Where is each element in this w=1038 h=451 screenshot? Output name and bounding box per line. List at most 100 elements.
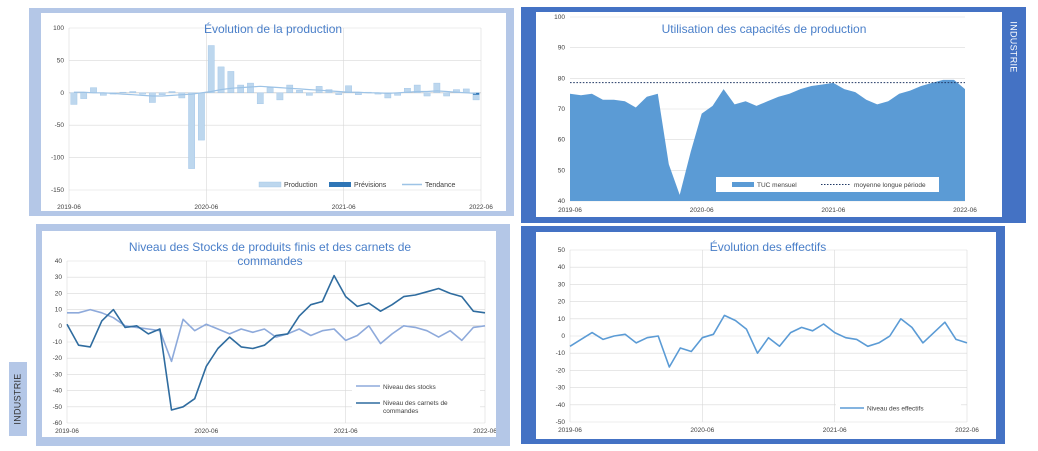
legend-label-tendance: Tendance	[425, 182, 455, 189]
y-tick-label: 50	[57, 57, 65, 64]
effectifs-chart: -50 -40 -30 -20 -10 0 10 20 30 40 50 2019-06 2020-06…	[556, 239, 980, 434]
production-bar	[207, 45, 215, 93]
legend-label-previsions: Prévisions	[354, 182, 387, 189]
x-tick-label: 2020-06	[194, 204, 218, 211]
stocks-panel: -60 -50 -40 -30 -20 -10 0 10 20 30 40 2019-06 2020-0…	[42, 231, 498, 437]
y-tick-label: -40	[53, 388, 63, 395]
y-tick-label: 0	[58, 323, 62, 330]
y-tick-label: -20	[53, 355, 63, 362]
chart-title-line-2: commandes	[237, 254, 302, 268]
legend-label-production: Production	[284, 182, 318, 189]
y-tick-label: 70	[558, 106, 566, 113]
production-bar	[453, 89, 460, 93]
y-tick-label: -100	[51, 155, 64, 162]
production-bar	[276, 92, 284, 101]
production-bar	[217, 66, 225, 94]
production-bar	[247, 82, 254, 94]
y-tick-label: 10	[55, 307, 63, 314]
previsions-bar	[472, 92, 480, 95]
x-tick-label: 2021-06	[334, 428, 358, 435]
production-bar	[345, 85, 352, 93]
x-tick-label: 2019-06	[558, 427, 582, 434]
industrie-side-label-bottom: INDUSTRIE	[9, 362, 27, 436]
y-tick-label: -10	[53, 339, 63, 346]
production-bar	[237, 84, 245, 94]
y-tick-label: 100	[53, 25, 64, 32]
y-tick-label: 100	[554, 14, 565, 21]
y-tick-label: 80	[558, 75, 566, 82]
production-bar	[305, 92, 313, 96]
chart-title-line-1: Niveau des Stocks de produits finis et d…	[129, 240, 411, 254]
production-bar	[443, 92, 451, 97]
x-tick-label: 2022-06	[469, 204, 493, 211]
y-tick-label: 0	[60, 90, 64, 97]
production-bar	[90, 87, 97, 93]
production-bar	[404, 88, 411, 93]
production-bar	[198, 92, 205, 141]
y-tick-label: 20	[55, 290, 63, 297]
legend-label-carnets-1: Niveau des carnets de	[383, 400, 448, 407]
y-tick-label: 10	[558, 316, 566, 323]
y-tick-label: -50	[556, 419, 566, 426]
production-panel: -150 -100 -50 0 50 100 2019-06 2020-06 2021-06 20…	[41, 13, 506, 211]
production-bar	[266, 87, 274, 93]
y-tick-label: -150	[51, 187, 64, 194]
y-tick-label: 50	[558, 167, 566, 174]
y-tick-label: 40	[558, 264, 566, 271]
production-bar	[423, 92, 431, 97]
legend-box	[836, 402, 961, 415]
y-tick-label: -50	[55, 122, 65, 129]
industrie-side-label-top: INDUSTRIE	[1002, 7, 1026, 87]
x-tick-label: 2022-06	[955, 427, 979, 434]
production-bar	[227, 71, 235, 94]
x-tick-label: 2020-06	[690, 207, 714, 214]
x-tick-label: 2021-06	[823, 427, 847, 434]
x-tick-label: 2022-06	[953, 207, 977, 214]
legend-label-effectifs: Niveau des effectifs	[867, 406, 924, 413]
y-tick-label: 30	[55, 274, 63, 281]
production-bar	[158, 92, 166, 95]
production-bar	[168, 91, 176, 93]
tuc-area	[570, 79, 965, 201]
legend-label-moyenne: moyenne longue période	[854, 182, 926, 189]
industrie-text-top: INDUSTRIE	[1009, 21, 1020, 73]
production-bar	[129, 91, 137, 93]
y-tick-label: 60	[558, 137, 566, 144]
production-bar	[433, 82, 441, 94]
y-tick-label: -20	[556, 367, 566, 374]
x-tick-label: 2021-06	[332, 204, 356, 211]
y-tick-label: -30	[556, 385, 566, 392]
x-tick-label: 2022-06	[473, 428, 496, 435]
production-bar	[413, 84, 421, 94]
x-tick-label: 2021-06	[821, 207, 845, 214]
industrie-text-bottom: INDUSTRIE	[13, 373, 24, 425]
effectifs-line	[569, 314, 968, 368]
effectifs-panel: -50 -40 -30 -20 -10 0 10 20 30 40 50 2019-06 2020-06…	[536, 232, 996, 439]
carnets-line	[66, 274, 486, 411]
production-bar	[335, 92, 343, 95]
capacites-chart: 40 50 60 70 80 90 100 2019-06 2020-06 2021-06 2022…	[554, 14, 977, 214]
legend-swatch-previsions	[329, 182, 351, 187]
production-bar	[119, 91, 127, 94]
stocks-chart: -60 -50 -40 -30 -20 -10 0 10 20 30 40 2019-06 2020-0…	[53, 240, 498, 435]
y-tick-label: 0	[561, 333, 565, 340]
production-bar	[80, 92, 88, 99]
legend-label-stocks: Niveau des stocks	[383, 384, 436, 391]
y-tick-label: -10	[556, 350, 566, 357]
x-tick-label: 2019-06	[57, 204, 81, 211]
production-bar	[70, 92, 78, 105]
legend-swatch-production	[258, 181, 282, 188]
x-tick-label: 2020-06	[194, 428, 218, 435]
production-bar	[296, 90, 303, 94]
chart-title: Utilisation des capacités de production	[662, 22, 867, 36]
y-tick-label: 40	[558, 198, 566, 205]
chart-title: Évolution des effectifs	[710, 239, 827, 254]
y-tick-label: 90	[558, 45, 566, 52]
legend-box	[352, 382, 480, 422]
production-bar	[355, 92, 362, 95]
tendance-line	[73, 85, 477, 97]
x-tick-label: 2020-06	[690, 427, 714, 434]
y-tick-label: -60	[53, 420, 63, 427]
production-chart: -150 -100 -50 0 50 100 2019-06 2020-06 2021-06 20…	[51, 21, 493, 211]
y-tick-label: 50	[558, 247, 566, 254]
